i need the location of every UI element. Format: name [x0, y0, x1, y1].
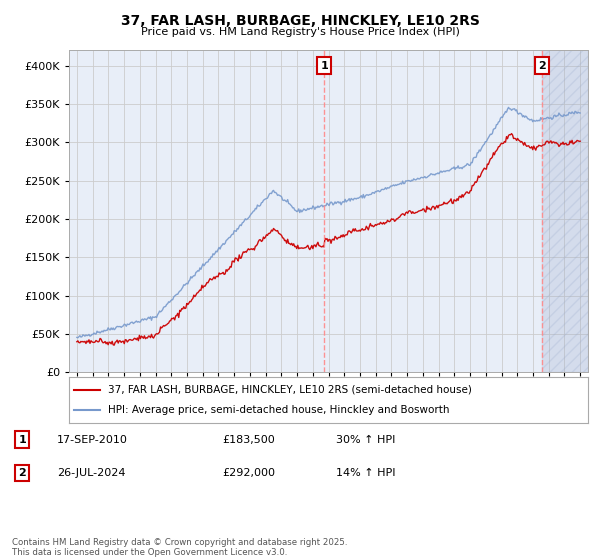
Text: 2: 2	[538, 60, 545, 71]
Text: 1: 1	[320, 60, 328, 71]
Text: 2: 2	[19, 468, 26, 478]
Text: Price paid vs. HM Land Registry's House Price Index (HPI): Price paid vs. HM Land Registry's House …	[140, 27, 460, 37]
Text: Contains HM Land Registry data © Crown copyright and database right 2025.
This d: Contains HM Land Registry data © Crown c…	[12, 538, 347, 557]
Bar	[542, 50, 588, 372]
Text: 1: 1	[19, 435, 26, 445]
Text: 17-SEP-2010: 17-SEP-2010	[57, 435, 128, 445]
Text: 37, FAR LASH, BURBAGE, HINCKLEY, LE10 2RS (semi-detached house): 37, FAR LASH, BURBAGE, HINCKLEY, LE10 2R…	[108, 385, 472, 395]
Text: HPI: Average price, semi-detached house, Hinckley and Bosworth: HPI: Average price, semi-detached house,…	[108, 405, 449, 415]
Text: £183,500: £183,500	[222, 435, 275, 445]
Text: 30% ↑ HPI: 30% ↑ HPI	[336, 435, 395, 445]
Text: 14% ↑ HPI: 14% ↑ HPI	[336, 468, 395, 478]
Text: 37, FAR LASH, BURBAGE, HINCKLEY, LE10 2RS: 37, FAR LASH, BURBAGE, HINCKLEY, LE10 2R…	[121, 14, 479, 28]
Text: £292,000: £292,000	[222, 468, 275, 478]
Text: 26-JUL-2024: 26-JUL-2024	[57, 468, 125, 478]
